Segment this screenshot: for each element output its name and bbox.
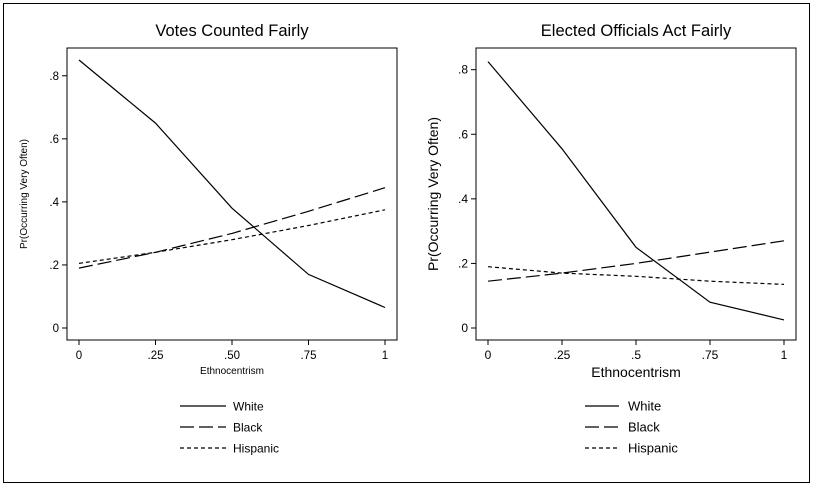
chart-panel-2: Elected Officials Act Fairly 0 .2 .4 .6 .8 0 .2… bbox=[425, 22, 797, 456]
legend-label-white: White bbox=[628, 399, 661, 414]
series-line-black bbox=[78, 187, 386, 269]
y-tick-label: .2 bbox=[49, 260, 59, 272]
chart-title: Elected Officials Act Fairly bbox=[541, 22, 732, 40]
series-line-white bbox=[487, 61, 785, 321]
y-tick-label: 0 bbox=[53, 323, 59, 335]
legend-label-white: White bbox=[233, 400, 264, 414]
y-tick-label: .8 bbox=[49, 71, 59, 83]
plot-area bbox=[66, 47, 398, 341]
legend-label-black: Black bbox=[233, 421, 263, 435]
x-tick-label: .75 bbox=[702, 348, 719, 362]
x-axis-label: Ethnocentrism bbox=[200, 366, 264, 377]
legend-label-hispanic: Hispanic bbox=[628, 441, 678, 456]
x-tick-label: 0 bbox=[76, 350, 82, 362]
y-axis-label: Pr(Occurring Very Often) bbox=[19, 139, 30, 249]
y-tick-label: .2 bbox=[458, 256, 468, 270]
legend: White Black Hispanic bbox=[180, 400, 279, 456]
x-tick-label: .25 bbox=[554, 348, 571, 362]
legend-label-hispanic: Hispanic bbox=[233, 442, 279, 456]
x-tick-label: 1 bbox=[382, 350, 388, 362]
y-tick-label: .8 bbox=[458, 63, 468, 77]
y-tick-label: .6 bbox=[458, 127, 468, 141]
y-tick-label: .4 bbox=[49, 197, 59, 209]
y-tick-label: .4 bbox=[458, 192, 468, 206]
x-tick-label: .75 bbox=[301, 350, 317, 362]
x-tick-label: .50 bbox=[224, 350, 240, 362]
legend: White Black Hispanic bbox=[585, 399, 678, 456]
plot-area bbox=[475, 47, 797, 341]
y-tick-label: .6 bbox=[49, 134, 59, 146]
series-line-hispanic bbox=[487, 266, 785, 285]
x-tick-label: .25 bbox=[148, 350, 164, 362]
series-line-white bbox=[78, 59, 386, 309]
y-tick-label: 0 bbox=[461, 321, 468, 335]
x-axis-label: Ethnocentrism bbox=[591, 364, 680, 380]
y-axis-label: Pr(Occurring Very Often) bbox=[425, 117, 441, 271]
series-line-black bbox=[487, 240, 785, 282]
series-line-hispanic bbox=[78, 209, 386, 264]
legend-label-black: Black bbox=[628, 420, 660, 435]
x-tick-label: .5 bbox=[631, 348, 641, 362]
chart-panel-1: Votes Counted Fairly 0 .2 .4 .6 .8 0 .25 .50 .75 1… bbox=[19, 22, 398, 456]
x-tick-label: 0 bbox=[485, 348, 492, 362]
figure-frame bbox=[3, 3, 810, 483]
x-tick-label: 1 bbox=[781, 348, 788, 362]
chart-title: Votes Counted Fairly bbox=[155, 22, 309, 40]
